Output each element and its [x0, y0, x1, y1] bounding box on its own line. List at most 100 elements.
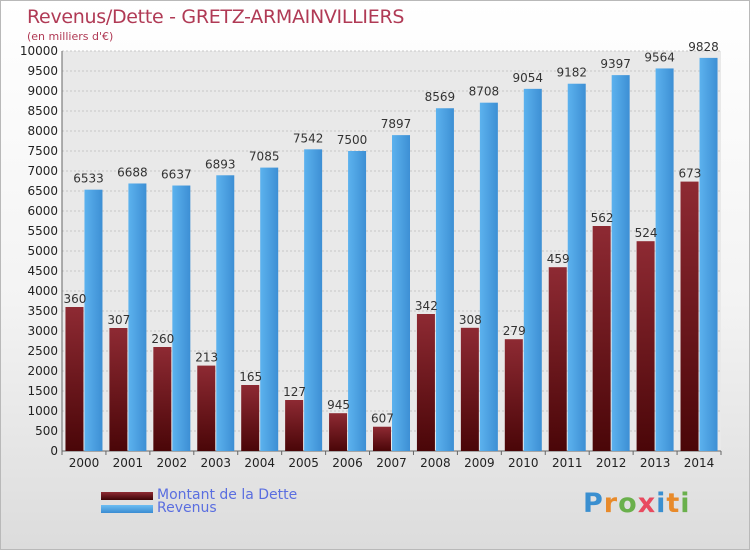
data-label-revenue: 9054 [513, 71, 544, 85]
x-tick-label: 2014 [684, 456, 715, 470]
data-label-debt: 127 [283, 385, 306, 399]
logo-letter: t [666, 488, 681, 519]
logo-letter: i [680, 488, 691, 519]
proxiti-logo: Proxiti [583, 488, 691, 519]
bar-debt [504, 339, 523, 451]
bar-debt [197, 365, 216, 451]
data-label-debt: 342 [415, 299, 438, 313]
logo-letter: o [618, 488, 638, 519]
data-label-revenue: 6637 [161, 168, 192, 182]
y-tick-label: 2000 [27, 364, 58, 378]
y-tick-label: 5000 [27, 244, 58, 258]
data-label-revenue: 7500 [337, 133, 368, 147]
x-tick-label: 2001 [113, 456, 144, 470]
y-tick-label: 500 [35, 424, 58, 438]
bar-debt [241, 385, 260, 451]
logo-letter: i [656, 488, 667, 519]
data-label-revenue: 7897 [381, 117, 412, 131]
bar-debt [680, 181, 699, 451]
data-label-revenue: 9182 [556, 66, 587, 80]
bar-debt [592, 226, 611, 451]
chart-subtitle: (en milliers d'€) [27, 30, 114, 43]
bar-revenue [523, 88, 542, 451]
bar-revenue [216, 175, 235, 451]
y-tick-label: 4500 [27, 264, 58, 278]
data-label-revenue: 9828 [688, 40, 719, 54]
data-label-revenue: 9397 [600, 57, 631, 71]
bar-revenue [348, 151, 367, 451]
x-tick-label: 2010 [508, 456, 539, 470]
data-label-debt: 459 [547, 252, 570, 266]
bar-debt [460, 327, 479, 451]
logo-letter: r [603, 488, 619, 519]
bar-debt [329, 413, 348, 451]
data-label-debt: 945 [327, 398, 350, 412]
x-tick-label: 2008 [420, 456, 451, 470]
data-label-debt: 673 [679, 167, 702, 181]
data-label-debt: 308 [459, 313, 482, 327]
bar-revenue [435, 108, 454, 452]
data-label-debt: 524 [635, 226, 658, 240]
bar-debt [548, 267, 567, 451]
data-label-revenue: 9564 [644, 50, 675, 64]
legend-label-debt: Montant de la Dette [157, 487, 298, 503]
x-tick-label: 2006 [332, 456, 363, 470]
bar-debt [153, 347, 172, 451]
bar-revenue [655, 68, 674, 451]
data-label-debt: 607 [371, 412, 394, 426]
bar-revenue [479, 102, 498, 452]
bar-debt [109, 328, 128, 451]
y-tick-label: 1000 [27, 404, 58, 418]
bar-revenue [128, 183, 147, 452]
y-tick-label: 2500 [27, 344, 58, 358]
logo-letter: x [637, 488, 657, 519]
y-tick-label: 1500 [27, 384, 58, 398]
bar-revenue [699, 57, 718, 451]
x-tick-label: 2011 [552, 456, 583, 470]
data-label-debt: 279 [503, 324, 526, 338]
x-tick-label: 2005 [288, 456, 319, 470]
chart-title: Revenus/Dette - GRETZ-ARMAINVILLIERS [27, 6, 405, 28]
y-tick-label: 6500 [27, 184, 58, 198]
bar-debt [285, 400, 304, 451]
y-tick-label: 5500 [27, 224, 58, 238]
x-tick-label: 2012 [596, 456, 627, 470]
y-tick-label: 4000 [27, 284, 58, 298]
y-tick-label: 8000 [27, 124, 58, 138]
bar-revenue [172, 185, 191, 451]
data-label-revenue: 7085 [249, 150, 280, 164]
bar-revenue [567, 83, 586, 451]
bar-revenue [260, 167, 279, 451]
data-label-revenue: 6893 [205, 157, 236, 171]
y-tick-label: 0 [50, 444, 58, 458]
bar-revenue [84, 189, 103, 451]
bar-revenue [611, 75, 630, 452]
x-tick-label: 2009 [464, 456, 495, 470]
x-tick-label: 2007 [376, 456, 407, 470]
data-label-revenue: 6688 [117, 165, 148, 179]
data-label-revenue: 6533 [73, 172, 104, 186]
legend-label-revenue: Revenus [157, 500, 217, 516]
data-label-debt: 165 [239, 370, 262, 384]
data-label-revenue: 8708 [469, 85, 500, 99]
y-tick-label: 8500 [27, 104, 58, 118]
data-label-debt: 360 [63, 292, 86, 306]
data-label-revenue: 7542 [293, 131, 324, 145]
x-tick-label: 2000 [69, 456, 100, 470]
x-tick-label: 2003 [200, 456, 231, 470]
y-tick-label: 9500 [27, 64, 58, 78]
bar-revenue [304, 149, 323, 451]
data-label-debt: 307 [107, 313, 130, 327]
data-label-debt: 260 [151, 332, 174, 346]
y-tick-label: 7500 [27, 144, 58, 158]
x-tick-label: 2002 [157, 456, 188, 470]
y-tick-label: 10000 [20, 44, 58, 58]
y-tick-label: 7000 [27, 164, 58, 178]
legend-swatch-debt [101, 492, 153, 500]
data-label-debt: 213 [195, 351, 218, 365]
x-tick-label: 2013 [640, 456, 671, 470]
bar-debt [636, 241, 655, 451]
logo-letter: P [583, 488, 604, 519]
